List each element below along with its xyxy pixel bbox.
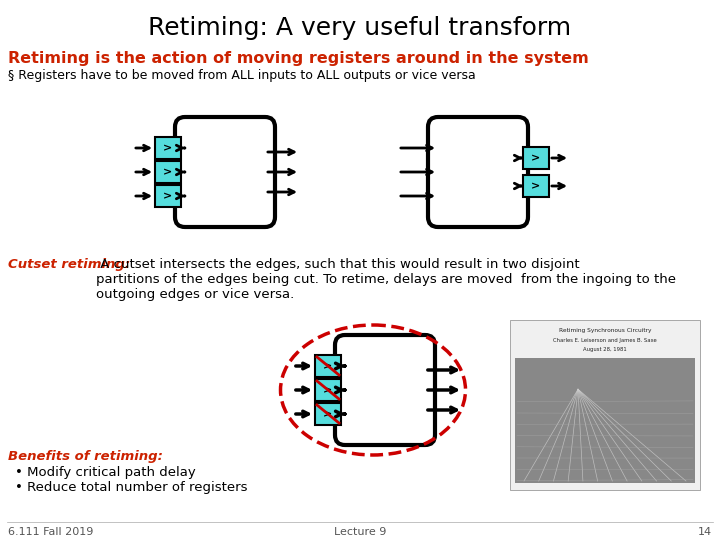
FancyBboxPatch shape — [523, 175, 549, 197]
FancyBboxPatch shape — [155, 161, 181, 183]
FancyBboxPatch shape — [510, 320, 700, 490]
Text: >: > — [323, 361, 333, 371]
FancyBboxPatch shape — [155, 185, 181, 207]
Text: Retiming: A very useful transform: Retiming: A very useful transform — [148, 16, 572, 40]
Text: A cutset intersects the edges, such that this would result in two disjoint
parti: A cutset intersects the edges, such that… — [96, 258, 676, 301]
Text: 14: 14 — [698, 527, 712, 537]
FancyBboxPatch shape — [175, 117, 275, 227]
Text: >: > — [323, 385, 333, 395]
Text: Retiming Synchronous Circuitry: Retiming Synchronous Circuitry — [559, 328, 652, 333]
Text: Benefits of retiming:: Benefits of retiming: — [8, 450, 163, 463]
FancyBboxPatch shape — [155, 137, 181, 159]
FancyBboxPatch shape — [315, 379, 341, 401]
FancyBboxPatch shape — [315, 403, 341, 425]
Text: >: > — [531, 181, 541, 191]
Text: • Reduce total number of registers: • Reduce total number of registers — [15, 481, 248, 494]
FancyBboxPatch shape — [523, 147, 549, 169]
Text: >: > — [323, 409, 333, 419]
Text: >: > — [163, 191, 173, 201]
Text: • Modify critical path delay: • Modify critical path delay — [15, 466, 196, 479]
FancyBboxPatch shape — [315, 355, 341, 377]
Text: August 28, 1981: August 28, 1981 — [583, 347, 627, 352]
FancyBboxPatch shape — [428, 117, 528, 227]
Text: Charles E. Leiserson and James B. Saxe: Charles E. Leiserson and James B. Saxe — [553, 338, 657, 343]
Text: Retiming is the action of moving registers around in the system: Retiming is the action of moving registe… — [8, 51, 589, 65]
Text: Cutset retiming:: Cutset retiming: — [8, 258, 130, 271]
Text: >: > — [531, 153, 541, 163]
Text: Lecture 9: Lecture 9 — [334, 527, 386, 537]
Text: § Registers have to be moved from ALL inputs to ALL outputs or vice versa: § Registers have to be moved from ALL in… — [8, 69, 476, 82]
FancyBboxPatch shape — [335, 335, 435, 445]
Text: >: > — [163, 143, 173, 153]
Text: >: > — [163, 167, 173, 177]
Text: 6.111 Fall 2019: 6.111 Fall 2019 — [8, 527, 94, 537]
FancyBboxPatch shape — [515, 358, 695, 483]
